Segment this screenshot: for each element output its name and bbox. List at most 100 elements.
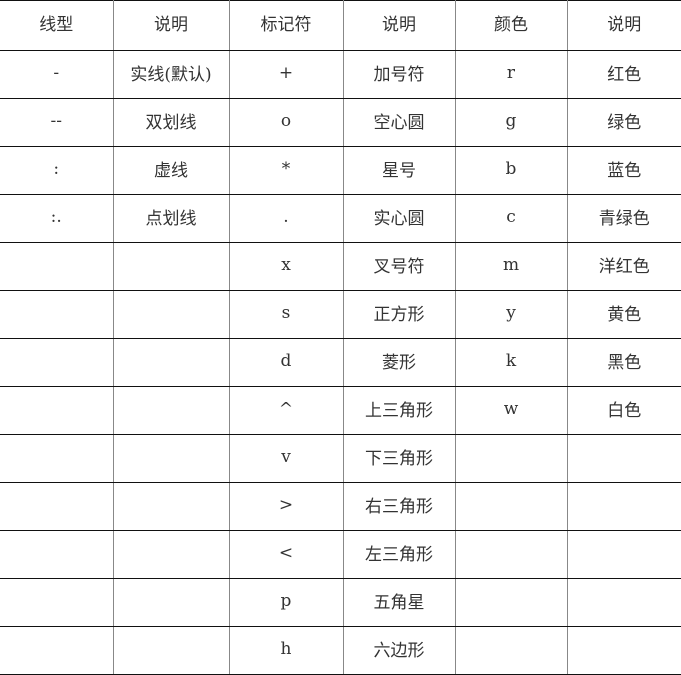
table-row: s 正方形 y 黄色 bbox=[0, 290, 681, 339]
line-desc-cell bbox=[112, 578, 230, 627]
line-style-cell bbox=[0, 290, 114, 339]
color-cell bbox=[454, 482, 568, 531]
color-desc-cell: 白色 bbox=[566, 386, 681, 435]
header-marker-desc: 说明 bbox=[342, 0, 456, 51]
table-row: d 菱形 k 黑色 bbox=[0, 338, 681, 387]
color-cell: c bbox=[454, 194, 568, 243]
table-row: :. 点划线. 实心圆 c 青绿色 bbox=[0, 194, 681, 243]
color-cell bbox=[454, 530, 568, 579]
header-marker: 标记符 bbox=[228, 0, 344, 51]
marker-desc-cell: 五角星 bbox=[342, 578, 456, 627]
marker-desc-cell: 下三角形 bbox=[342, 434, 456, 483]
marker-cell: + bbox=[228, 50, 344, 99]
color-cell: y bbox=[454, 290, 568, 339]
line-desc-cell bbox=[112, 530, 230, 579]
table-row: > 右三角形 bbox=[0, 482, 681, 531]
color-desc-cell bbox=[566, 626, 681, 675]
line-desc-cell: 点划线 bbox=[112, 194, 230, 243]
line-desc-cell: 实线(默认) bbox=[112, 50, 230, 99]
table-row: x 叉号符 m 洋红色 bbox=[0, 242, 681, 291]
line-desc-cell bbox=[112, 386, 230, 435]
color-cell: g bbox=[454, 98, 568, 147]
line-style-cell bbox=[0, 482, 114, 531]
marker-cell: s bbox=[228, 290, 344, 339]
line-desc-cell bbox=[112, 626, 230, 675]
line-style-cell bbox=[0, 578, 114, 627]
table-row: v 下三角形 bbox=[0, 434, 681, 483]
line-desc-cell: 虚线 bbox=[112, 146, 230, 195]
table-row: : 虚线 * 星号 b 蓝色 bbox=[0, 146, 681, 195]
table-body: - 实线(默认) + 加号符 r 红色 -- 双划线 o 空心圆 g 绿色: 虚线 * 星号 b 蓝色:. 点划线… bbox=[0, 50, 681, 675]
marker-cell: * bbox=[228, 146, 344, 195]
line-desc-cell bbox=[112, 434, 230, 483]
table-row: ^ 上三角形 w 白色 bbox=[0, 386, 681, 435]
marker-cell: . bbox=[228, 194, 344, 243]
marker-desc-cell: 叉号符 bbox=[342, 242, 456, 291]
marker-cell: > bbox=[228, 482, 344, 531]
color-cell bbox=[454, 626, 568, 675]
marker-desc-cell: 星号 bbox=[342, 146, 456, 195]
color-cell: b bbox=[454, 146, 568, 195]
line-desc-cell bbox=[112, 290, 230, 339]
marker-cell: h bbox=[228, 626, 344, 675]
marker-desc-cell: 菱形 bbox=[342, 338, 456, 387]
marker-desc-cell: 六边形 bbox=[342, 626, 456, 675]
color-desc-cell: 洋红色 bbox=[566, 242, 681, 291]
color-cell: m bbox=[454, 242, 568, 291]
marker-desc-cell: 加号符 bbox=[342, 50, 456, 99]
header-color: 颜色 bbox=[454, 0, 568, 51]
marker-cell: x bbox=[228, 242, 344, 291]
table-row: < 左三角形 bbox=[0, 530, 681, 579]
line-style-cell: :. bbox=[0, 194, 114, 243]
color-desc-cell bbox=[566, 482, 681, 531]
table-row: p 五角星 bbox=[0, 578, 681, 627]
line-style-cell: -- bbox=[0, 98, 114, 147]
line-style-cell bbox=[0, 434, 114, 483]
line-style-cell bbox=[0, 242, 114, 291]
marker-cell: < bbox=[228, 530, 344, 579]
marker-desc-cell: 右三角形 bbox=[342, 482, 456, 531]
marker-cell: v bbox=[228, 434, 344, 483]
color-desc-cell: 黑色 bbox=[566, 338, 681, 387]
color-desc-cell: 红色 bbox=[566, 50, 681, 99]
marker-cell: o bbox=[228, 98, 344, 147]
line-style-cell bbox=[0, 338, 114, 387]
marker-desc-cell: 上三角形 bbox=[342, 386, 456, 435]
table-row: h 六边形 bbox=[0, 626, 681, 675]
header-row: 线型 说明 标记符 说明 颜色 说明 bbox=[0, 0, 681, 51]
line-desc-cell bbox=[112, 242, 230, 291]
table-row: - 实线(默认) + 加号符 r 红色 bbox=[0, 50, 681, 99]
line-desc-cell: 双划线 bbox=[112, 98, 230, 147]
header-color-desc: 说明 bbox=[566, 0, 681, 51]
marker-desc-cell: 实心圆 bbox=[342, 194, 456, 243]
color-desc-cell bbox=[566, 434, 681, 483]
color-desc-cell: 蓝色 bbox=[566, 146, 681, 195]
color-desc-cell bbox=[566, 578, 681, 627]
color-desc-cell: 绿色 bbox=[566, 98, 681, 147]
line-style-cell: - bbox=[0, 50, 114, 99]
color-desc-cell: 青绿色 bbox=[566, 194, 681, 243]
color-desc-cell bbox=[566, 530, 681, 579]
line-desc-cell bbox=[112, 482, 230, 531]
line-desc-cell bbox=[112, 338, 230, 387]
marker-desc-cell: 左三角形 bbox=[342, 530, 456, 579]
color-cell: r bbox=[454, 50, 568, 99]
color-desc-cell: 黄色 bbox=[566, 290, 681, 339]
table-row: -- 双划线 o 空心圆 g 绿色 bbox=[0, 98, 681, 147]
marker-desc-cell: 正方形 bbox=[342, 290, 456, 339]
marker-cell: p bbox=[228, 578, 344, 627]
line-style-cell: : bbox=[0, 146, 114, 195]
marker-desc-cell: 空心圆 bbox=[342, 98, 456, 147]
line-style-cell bbox=[0, 530, 114, 579]
line-style-cell bbox=[0, 626, 114, 675]
marker-cell: d bbox=[228, 338, 344, 387]
color-cell bbox=[454, 434, 568, 483]
line-style-cell bbox=[0, 386, 114, 435]
color-cell bbox=[454, 578, 568, 627]
header-line-style: 线型 bbox=[0, 0, 114, 51]
color-cell: k bbox=[454, 338, 568, 387]
header-line-desc: 说明 bbox=[112, 0, 230, 51]
marker-cell: ^ bbox=[228, 386, 344, 435]
color-cell: w bbox=[454, 386, 568, 435]
